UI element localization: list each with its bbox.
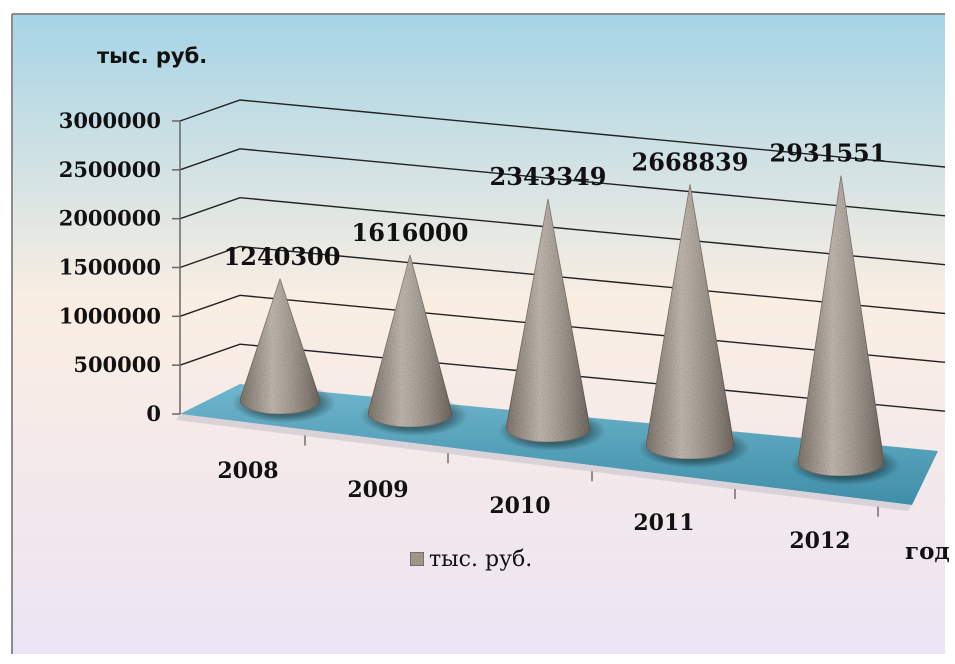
y-axis-title: тыс. руб. xyxy=(97,44,207,68)
gridline xyxy=(179,196,946,266)
gridline xyxy=(179,148,946,217)
data-label-2008: 1240300 xyxy=(224,242,341,271)
legend-swatch xyxy=(409,551,425,567)
chart-frame xyxy=(11,13,945,654)
y-tick-label: 0 xyxy=(146,401,161,426)
y-tick-label: 1000000 xyxy=(59,303,161,328)
x-tick-label: 2008 xyxy=(217,458,278,484)
y-tick-label: 3000000 xyxy=(59,108,161,133)
x-tick-label: 2010 xyxy=(489,493,550,519)
x-axis-title: год xyxy=(905,538,950,565)
data-label-2012: 2931551 xyxy=(770,139,887,168)
gridline xyxy=(179,99,946,168)
gridline xyxy=(179,245,946,315)
cone-bar-2008 xyxy=(239,277,321,415)
data-label-2011: 2668839 xyxy=(632,147,749,176)
legend-label: тыс. руб. xyxy=(429,547,532,572)
x-tick-label: 2009 xyxy=(347,477,408,503)
floor-edge xyxy=(176,414,912,511)
cone-bar-2012 xyxy=(797,175,885,477)
x-tick-label: 2012 xyxy=(789,528,850,554)
data-label-2010: 2343349 xyxy=(490,162,607,191)
y-tick-label: 1500000 xyxy=(59,255,161,280)
legend: тыс. руб. xyxy=(409,547,532,572)
cone-bar-2009 xyxy=(367,253,453,428)
data-label-2009: 1616000 xyxy=(352,218,469,247)
y-tick-label: 500000 xyxy=(73,352,161,377)
plot-background xyxy=(12,14,945,654)
x-tick-label: 2011 xyxy=(633,510,694,536)
y-tick-label: 2000000 xyxy=(59,206,161,231)
y-tick-label: 2500000 xyxy=(59,157,161,182)
cone-bar-2010 xyxy=(505,199,591,443)
cone-bar-2011 xyxy=(645,184,735,460)
